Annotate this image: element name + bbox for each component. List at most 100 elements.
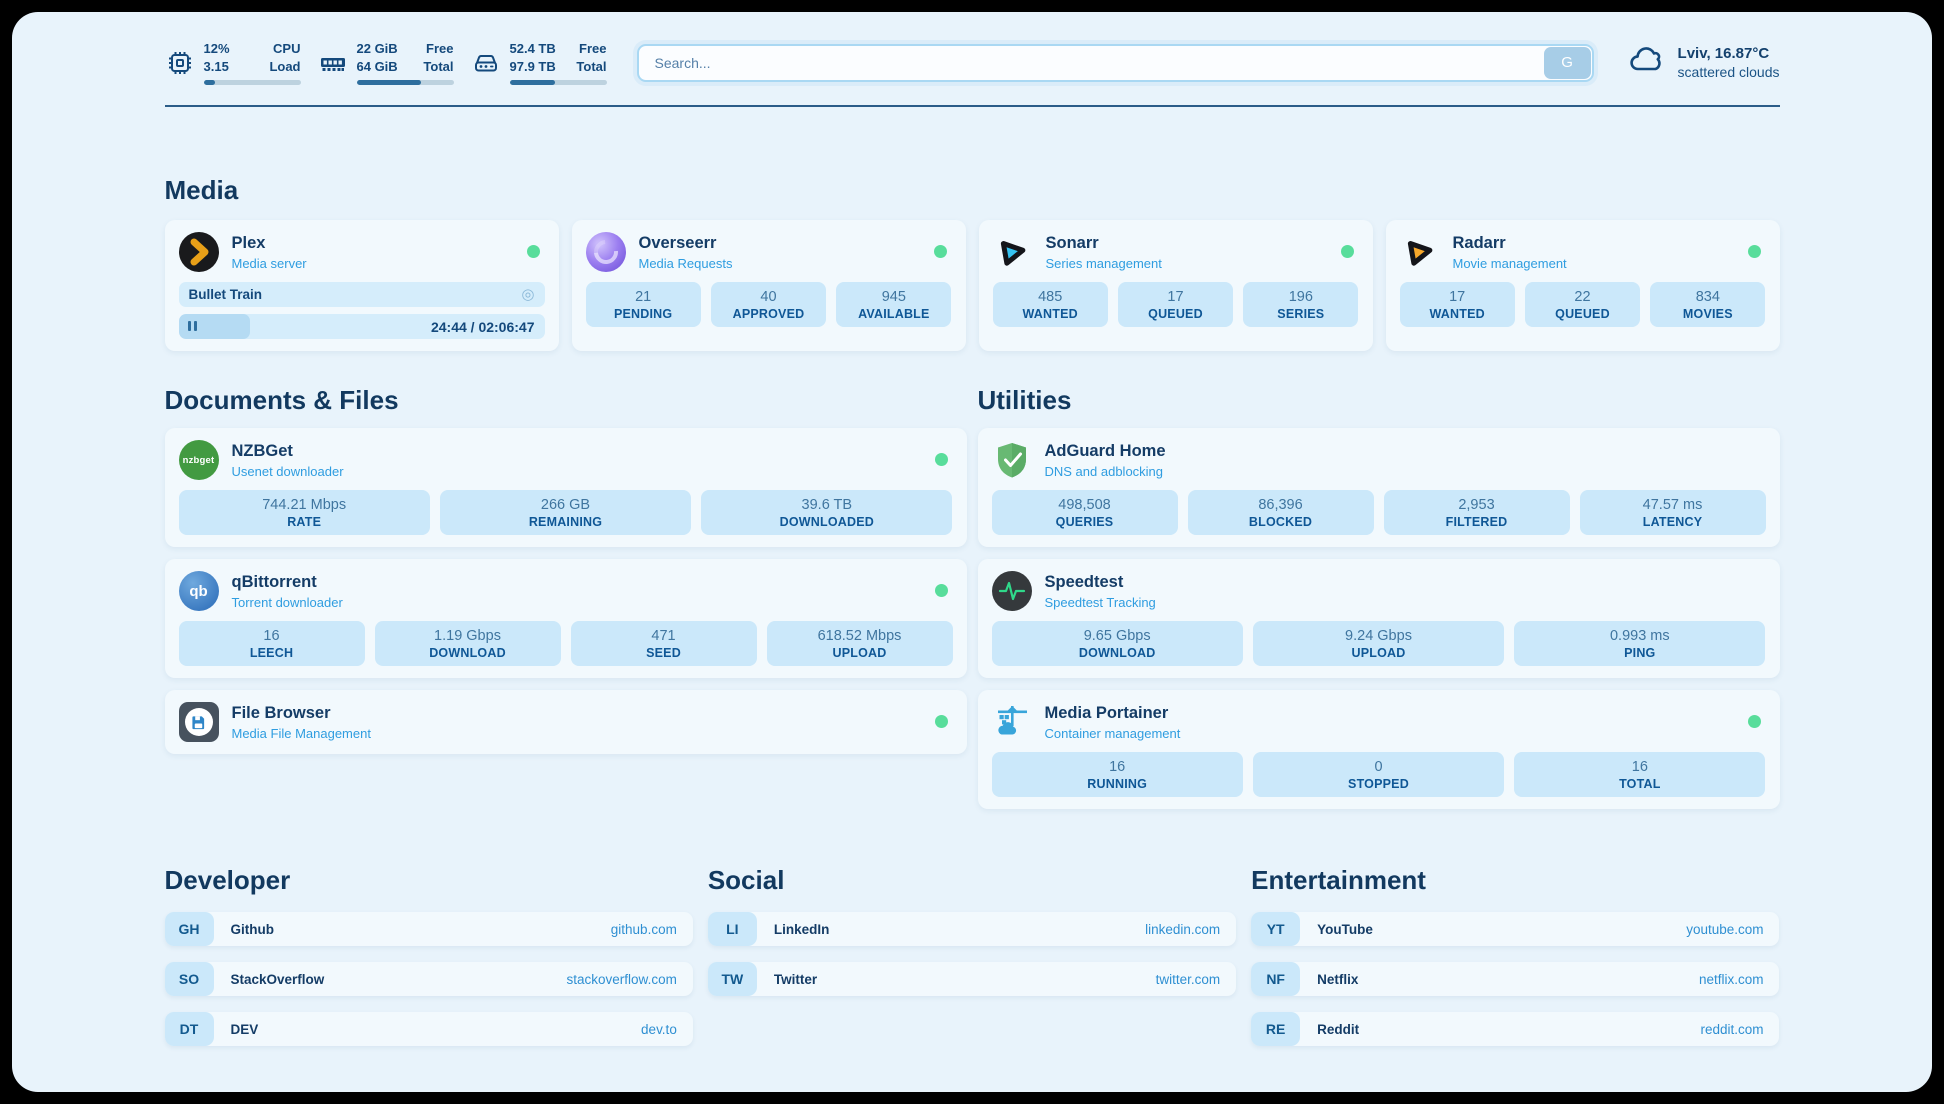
weather-widget: Lviv, 16.87°C scattered clouds (1626, 40, 1780, 85)
bookmark-dev[interactable]: DT DEV dev.to (164, 1012, 693, 1046)
stat-box-series: 196 SERIES (1243, 282, 1359, 327)
ram-progress-bar (356, 79, 454, 85)
app-subtitle: Media Requests (638, 255, 733, 271)
stat-box-rate: 744.21 Mbps RATE (178, 490, 430, 535)
section-title-utilities: Utilities (977, 385, 1072, 415)
ram-free-label: Free (426, 41, 454, 57)
stat-box-queued: 22 QUEUED (1524, 282, 1641, 327)
bookmark-abbr: SO (164, 962, 214, 996)
app-subtitle: Movie management (1452, 255, 1567, 271)
app-subtitle: Speedtest Tracking (1044, 594, 1156, 610)
section-social: Social LI LinkedIn linkedin.com TW Twitt… (707, 865, 1237, 1046)
bookmark-abbr: DT (164, 1012, 214, 1046)
stat-box-pending: 21 PENDING (585, 282, 701, 327)
online-status-dot (1747, 245, 1761, 258)
disk-total-value: 97.9 TB (509, 59, 556, 74)
sonarr-icon (993, 232, 1033, 272)
app-title: Overseerr (638, 233, 717, 252)
app-subtitle: Container management (1044, 725, 1181, 741)
header-divider (164, 105, 1780, 107)
ram-total-label: Total (423, 59, 454, 74)
section-title-developer: Developer (164, 865, 291, 895)
stat-box-filtered: 2,953 FILTERED (1383, 490, 1570, 535)
section-entertainment: Entertainment YT YouTube youtube.com NF … (1251, 865, 1780, 1046)
app-card-qbittorrent[interactable]: qb qBittorrent Torrent downloader 16 LEEC… (164, 559, 967, 678)
app-card-plex[interactable]: Plex Media server Bullet Train ◎ 24:44 /… (164, 220, 559, 351)
app-card-nzbget[interactable]: nzbget NZBGet Usenet downloader 744.21 M… (164, 428, 967, 547)
section-title-entertainment: Entertainment (1251, 865, 1426, 895)
section-title-documents: Documents & Files (164, 385, 399, 415)
app-card-speedtest[interactable]: Speedtest Speedtest Tracking 9.65 Gbps DO… (977, 559, 1780, 678)
adguard-icon (992, 440, 1032, 480)
video-icon: ◎ (521, 286, 535, 303)
section-title-media: Media (164, 175, 239, 205)
search-input[interactable] (636, 43, 1594, 82)
disk-icon (471, 48, 501, 78)
cpu-value: 12% (203, 41, 230, 57)
bookmark-netflix[interactable]: NF Netflix netflix.com (1251, 962, 1780, 996)
app-card-adguard[interactable]: AdGuard Home DNS and adblocking 498,508 Q… (977, 428, 1780, 547)
bookmark-stackoverflow[interactable]: SO StackOverflow stackoverflow.com (164, 962, 693, 996)
cpu-label: CPU (273, 41, 301, 57)
bookmark-reddit[interactable]: RE Reddit reddit.com (1251, 1012, 1780, 1046)
stat-box-movies: 834 MOVIES (1650, 282, 1766, 327)
app-title: Speedtest (1044, 572, 1124, 591)
online-status-dot (1340, 245, 1354, 258)
cpu-load-value: 3.15 (203, 59, 229, 74)
app-card-filebrowser[interactable]: File Browser Media File Management (164, 690, 967, 754)
section-utilities: Utilities AdGuard Home DNS and adblockin… (977, 385, 1780, 809)
app-card-portainer[interactable]: Media Portainer Container management 16 R… (977, 690, 1780, 809)
bookmark-abbr: NF (1251, 962, 1301, 996)
stat-box-remaining: 266 GB REMAINING (439, 490, 692, 535)
stat-box-download: 1.19 Gbps DOWNLOAD (374, 621, 561, 666)
stat-box-running: 16 RUNNING (991, 752, 1243, 797)
cloud-icon (1626, 40, 1666, 85)
stat-box-downloaded: 39.6 TB DOWNLOADED (701, 490, 953, 535)
app-card-sonarr[interactable]: Sonarr Series management 485 WANTED 17 QUE… (978, 220, 1373, 351)
bookmark-youtube[interactable]: YT YouTube youtube.com (1251, 912, 1780, 946)
overseerr-icon (585, 232, 626, 272)
app-subtitle: DNS and adblocking (1044, 463, 1164, 479)
app-card-overseerr[interactable]: Overseerr Media Requests 21 PENDING 40 APP… (571, 220, 966, 351)
bookmark-abbr: LI (707, 912, 757, 946)
bookmark-abbr: TW (707, 962, 757, 996)
speedtest-icon (991, 571, 1032, 611)
section-media: Media Plex Media server Bullet Train ◎ (164, 175, 1780, 351)
playback-progress: 24:44 / 02:06:47 (178, 314, 545, 339)
stat-box-queued: 17 QUEUED (1117, 282, 1234, 327)
stat-box-ping: 0.993 ms PING (1514, 621, 1766, 666)
stat-box-leech: 16 LEECH (178, 621, 365, 666)
stat-box-queries: 498,508 QUERIES (991, 490, 1178, 535)
disk-stat: 52.4 TB 97.9 TB Free Total (471, 40, 607, 85)
app-subtitle: Torrent downloader (231, 594, 343, 610)
section-title-social: Social (707, 865, 785, 895)
section-documents: Documents & Files nzbget NZBGet Usenet d… (164, 385, 967, 754)
google-search-button[interactable]: G (1543, 46, 1591, 79)
disk-total-label: Total (576, 59, 607, 74)
stat-box-available: 945 AVAILABLE (836, 282, 952, 327)
system-stats: 12% 3.15 CPU Load (165, 40, 607, 85)
stat-box-approved: 40 APPROVED (710, 282, 827, 327)
app-subtitle: Usenet downloader (231, 463, 344, 479)
bookmark-github[interactable]: GH Github github.com (164, 912, 693, 946)
stat-box-download: 9.65 Gbps DOWNLOAD (991, 621, 1243, 666)
app-subtitle: Media File Management (231, 725, 371, 741)
stat-box-latency: 47.57 ms LATENCY (1579, 490, 1766, 535)
playback-time: 24:44 / 02:06:47 (430, 318, 535, 335)
bookmark-linkedin[interactable]: LI LinkedIn linkedin.com (707, 912, 1237, 946)
ram-total-value: 64 GiB (356, 59, 398, 74)
online-status-dot (526, 245, 540, 258)
cpu-progress-bar (203, 79, 301, 85)
stat-box-blocked: 86,396 BLOCKED (1187, 490, 1374, 535)
pause-icon (187, 318, 200, 336)
nzbget-icon: nzbget (178, 440, 219, 480)
qbittorrent-icon: qb (178, 571, 219, 611)
plex-icon (178, 232, 219, 272)
top-bar: 12% 3.15 CPU Load (165, 40, 1780, 85)
online-status-dot (934, 584, 948, 597)
cpu-load-label: Load (269, 59, 301, 74)
app-title: File Browser (231, 703, 331, 722)
bookmark-abbr: YT (1251, 912, 1301, 946)
bookmark-twitter[interactable]: TW Twitter twitter.com (707, 962, 1237, 996)
app-card-radarr[interactable]: Radarr Movie management 17 WANTED 22 QUEUE… (1385, 220, 1780, 351)
